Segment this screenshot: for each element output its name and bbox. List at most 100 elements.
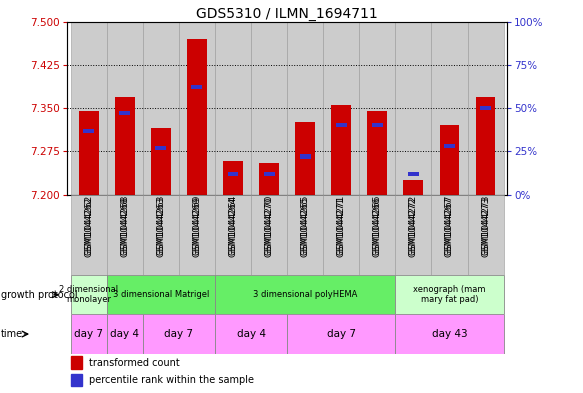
Bar — [336, 123, 347, 127]
Text: day 7: day 7 — [74, 329, 103, 339]
Text: GSM1044263: GSM1044263 — [156, 195, 166, 255]
Bar — [336, 123, 347, 127]
Bar — [71, 275, 107, 314]
Bar — [295, 123, 315, 195]
Bar — [179, 22, 215, 195]
Text: xenograph (mam
mary fat pad): xenograph (mam mary fat pad) — [413, 285, 486, 305]
Bar — [115, 97, 135, 195]
Text: GSM1044262: GSM1044262 — [84, 197, 93, 257]
Bar — [71, 314, 107, 354]
Text: day 7: day 7 — [164, 329, 194, 339]
Bar — [79, 111, 99, 195]
Bar — [395, 314, 504, 354]
Text: day 4: day 4 — [237, 329, 265, 339]
Text: GSM1044270: GSM1044270 — [265, 195, 273, 255]
Bar — [287, 22, 323, 195]
Text: GSM1044267: GSM1044267 — [445, 195, 454, 255]
Bar — [115, 97, 135, 195]
Bar — [107, 314, 143, 354]
Bar — [480, 106, 491, 110]
Bar — [120, 111, 130, 115]
Bar — [408, 172, 419, 176]
Text: GSM1044269: GSM1044269 — [192, 195, 202, 255]
Bar — [215, 275, 395, 314]
Title: GDS5310 / ILMN_1694711: GDS5310 / ILMN_1694711 — [196, 7, 378, 20]
Text: GSM1044268: GSM1044268 — [120, 197, 129, 257]
Bar — [359, 22, 395, 195]
Bar — [187, 39, 207, 195]
Bar — [215, 22, 251, 195]
Bar — [191, 85, 202, 89]
Bar — [71, 195, 107, 275]
Bar — [408, 172, 419, 176]
Bar — [120, 111, 130, 115]
Bar — [440, 125, 459, 195]
Text: GSM1044269: GSM1044269 — [192, 197, 202, 257]
Bar — [107, 195, 143, 275]
Text: time: time — [1, 329, 23, 339]
Text: GSM1044264: GSM1044264 — [229, 195, 237, 255]
Text: GSM1044273: GSM1044273 — [481, 195, 490, 255]
Bar — [323, 195, 359, 275]
Bar — [331, 105, 351, 195]
Text: percentile rank within the sample: percentile rank within the sample — [89, 375, 254, 385]
Bar — [367, 111, 387, 195]
Bar — [395, 195, 431, 275]
Bar — [187, 39, 207, 195]
Bar — [72, 356, 82, 369]
Bar — [215, 195, 251, 275]
Bar — [79, 111, 99, 195]
Bar — [444, 144, 455, 148]
Bar — [300, 154, 311, 158]
Bar — [287, 195, 323, 275]
Bar — [143, 314, 215, 354]
Bar — [367, 111, 387, 195]
Text: GSM1044272: GSM1044272 — [409, 197, 418, 257]
Bar — [476, 97, 496, 195]
Text: GSM1044263: GSM1044263 — [156, 197, 166, 257]
Text: GSM1044271: GSM1044271 — [337, 197, 346, 257]
Bar — [264, 172, 275, 176]
Bar — [431, 22, 468, 195]
Bar — [259, 163, 279, 195]
Bar — [372, 123, 383, 127]
Bar — [403, 180, 423, 195]
Bar — [468, 195, 504, 275]
Bar — [71, 22, 107, 195]
Bar — [251, 22, 287, 195]
Bar — [227, 172, 238, 176]
Text: GSM1044264: GSM1044264 — [229, 197, 237, 257]
Bar — [191, 85, 202, 89]
Bar — [440, 125, 459, 195]
Text: day 43: day 43 — [431, 329, 468, 339]
Bar — [223, 161, 243, 195]
Bar — [179, 195, 215, 275]
Bar — [107, 22, 143, 195]
Bar — [403, 180, 423, 195]
Bar — [431, 195, 468, 275]
Text: GSM1044270: GSM1044270 — [265, 197, 273, 257]
Bar — [331, 105, 351, 195]
Text: transformed count: transformed count — [89, 358, 180, 367]
Text: GSM1044268: GSM1044268 — [120, 195, 129, 255]
Bar — [359, 195, 395, 275]
Bar — [215, 314, 287, 354]
Bar — [143, 195, 179, 275]
Text: GSM1044271: GSM1044271 — [337, 195, 346, 255]
Bar — [444, 144, 455, 148]
Text: GSM1044266: GSM1044266 — [373, 197, 382, 257]
Bar — [83, 129, 94, 132]
Bar — [156, 146, 166, 150]
Bar — [83, 129, 94, 132]
Bar — [72, 374, 82, 386]
Text: GSM1044272: GSM1044272 — [409, 195, 418, 255]
Bar — [107, 275, 215, 314]
Bar — [151, 128, 171, 195]
Text: 3 dimensional Matrigel: 3 dimensional Matrigel — [113, 290, 209, 299]
Bar — [223, 161, 243, 195]
Text: GSM1044265: GSM1044265 — [301, 195, 310, 255]
Bar — [227, 172, 238, 176]
Text: growth protocol: growth protocol — [1, 290, 78, 300]
Bar — [395, 275, 504, 314]
Text: 3 dimensional polyHEMA: 3 dimensional polyHEMA — [253, 290, 357, 299]
